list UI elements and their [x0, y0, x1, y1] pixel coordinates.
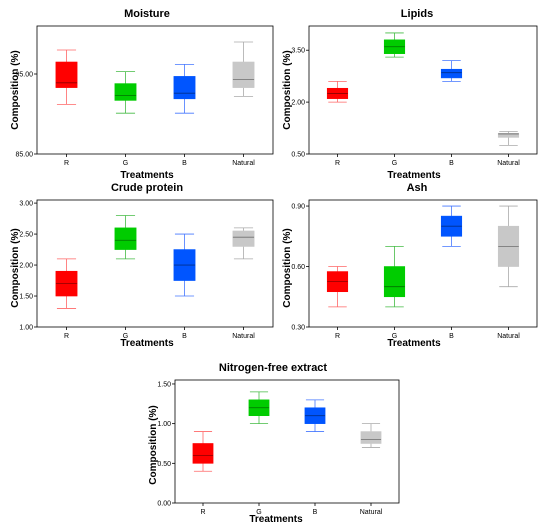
- ash-panel: Ash Composition (%) Treatments 0.30 0.60 0…: [282, 182, 538, 349]
- nitrogen-free-extract-x-axis-label: Treatments: [249, 514, 303, 525]
- crude-protein-x-tick-label: G: [123, 333, 128, 340]
- crude-protein-panel: Crude protein Composition (%) Treatments…: [10, 182, 274, 349]
- lipids-panel: Lipids Composition (%) Treatments 0.50 2.…: [282, 8, 538, 181]
- lipids-y-tick-label: 3.50: [291, 48, 305, 55]
- moisture-x-tick-label: Natural: [232, 160, 255, 167]
- crude-protein-y-tick-label: 1.50: [19, 294, 33, 301]
- lipids-natural-box: [497, 132, 520, 138]
- moisture-x-tick-label: G: [123, 160, 128, 167]
- lipids-plot-frame: [308, 25, 538, 155]
- nitrogen-free-extract-x-tick-label: G: [256, 509, 261, 516]
- crude-protein-y-tick-label: 1.00: [19, 325, 33, 332]
- moisture-r-box: [55, 61, 78, 88]
- crude-protein-b-box: [173, 249, 196, 281]
- nitrogen-free-extract-x-tick-label: Natural: [360, 509, 383, 516]
- ash-y-tick-label: 0.60: [291, 264, 305, 271]
- lipids-x-tick-label: Natural: [497, 160, 520, 167]
- ash-b-box: [440, 215, 463, 237]
- nitrogen-free-extract-plot-frame: [174, 379, 400, 504]
- ash-r-box: [326, 271, 349, 293]
- crude-protein-y-tick-label: 2.00: [19, 263, 33, 270]
- ash-y-tick-label: 0.90: [291, 204, 305, 211]
- lipids-x-tick-label: G: [392, 160, 397, 167]
- lipids-x-axis-label: Treatments: [387, 170, 441, 181]
- moisture-panel: Moisture Composition (%) Treatments 85.0…: [10, 8, 274, 181]
- nitrogen-free-extract-r-box: [192, 443, 214, 464]
- lipids-y-tick-label: 2.00: [291, 100, 305, 107]
- moisture-y-axis-label: Composition (%): [10, 50, 21, 129]
- nitrogen-free-extract-y-tick-label: 1.00: [157, 421, 171, 428]
- moisture-plot-frame: [36, 25, 274, 155]
- ash-title: Ash: [407, 182, 428, 194]
- lipids-x-tick-label: B: [449, 160, 454, 167]
- nitrogen-free-extract-y-axis-label: Composition (%): [148, 405, 159, 484]
- ash-g-box: [383, 266, 406, 298]
- nitrogen-free-extract-y-tick-label: 0.50: [157, 461, 171, 468]
- lipids-y-axis-label: Composition (%): [282, 50, 293, 129]
- nitrogen-free-extract-y-tick-label: 0.00: [157, 501, 171, 508]
- crude-protein-x-tick-label: Natural: [232, 333, 255, 340]
- moisture-x-axis-label: Treatments: [120, 170, 174, 181]
- nitrogen-free-extract-title: Nitrogen-free extract: [219, 362, 328, 374]
- crude-protein-y-tick-label: 2.50: [19, 232, 33, 239]
- ash-x-tick-label: R: [335, 333, 340, 340]
- crude-protein-title: Crude protein: [111, 182, 183, 194]
- moisture-title: Moisture: [124, 8, 170, 20]
- lipids-r-box: [326, 87, 349, 99]
- lipids-title: Lipids: [401, 8, 433, 20]
- moisture-x-tick-label: B: [182, 160, 187, 167]
- crude-protein-x-axis-label: Treatments: [120, 338, 174, 349]
- ash-x-tick-label: G: [392, 333, 397, 340]
- crude-protein-natural-box: [232, 230, 255, 247]
- ash-x-axis-label: Treatments: [387, 338, 441, 349]
- ash-y-tick-label: 0.30: [291, 325, 305, 332]
- crude-protein-y-tick-label: 3.00: [19, 201, 33, 208]
- nitrogen-free-extract-g-box: [248, 399, 270, 417]
- moisture-x-tick-label: R: [64, 160, 69, 167]
- lipids-g-box: [383, 39, 406, 54]
- nitrogen-free-extract-x-tick-label: B: [313, 509, 318, 516]
- nitrogen-free-extract-y-tick-label: 1.50: [157, 381, 171, 388]
- crude-protein-plot-frame: [36, 199, 274, 328]
- crude-protein-r-box: [55, 270, 78, 297]
- nitrogen-free-extract-x-tick-label: R: [200, 509, 205, 516]
- crude-protein-y-axis-label: Composition (%): [10, 228, 21, 307]
- moisture-y-tick-label: 95.00: [15, 72, 33, 79]
- ash-x-tick-label: B: [449, 333, 454, 340]
- lipids-x-tick-label: R: [335, 160, 340, 167]
- moisture-natural-box: [232, 61, 255, 88]
- lipids-b-box: [440, 68, 463, 79]
- nitrogen-free-extract-panel: Nitrogen-free extract Composition (%) Tr…: [148, 362, 400, 525]
- moisture-y-tick-label: 85.00: [15, 152, 33, 159]
- nitrogen-free-extract-b-box: [304, 407, 326, 424]
- moisture-b-box: [173, 76, 196, 100]
- ash-natural-box: [497, 225, 520, 267]
- ash-plot-frame: [308, 199, 538, 328]
- ash-y-axis-label: Composition (%): [282, 228, 293, 307]
- crude-protein-x-tick-label: B: [182, 333, 187, 340]
- lipids-y-tick-label: 0.50: [291, 152, 305, 159]
- crude-protein-x-tick-label: R: [64, 333, 69, 340]
- ash-x-tick-label: Natural: [497, 333, 520, 340]
- crude-protein-g-box: [114, 227, 137, 250]
- moisture-g-box: [114, 83, 137, 101]
- nitrogen-free-extract-natural-box: [360, 431, 382, 444]
